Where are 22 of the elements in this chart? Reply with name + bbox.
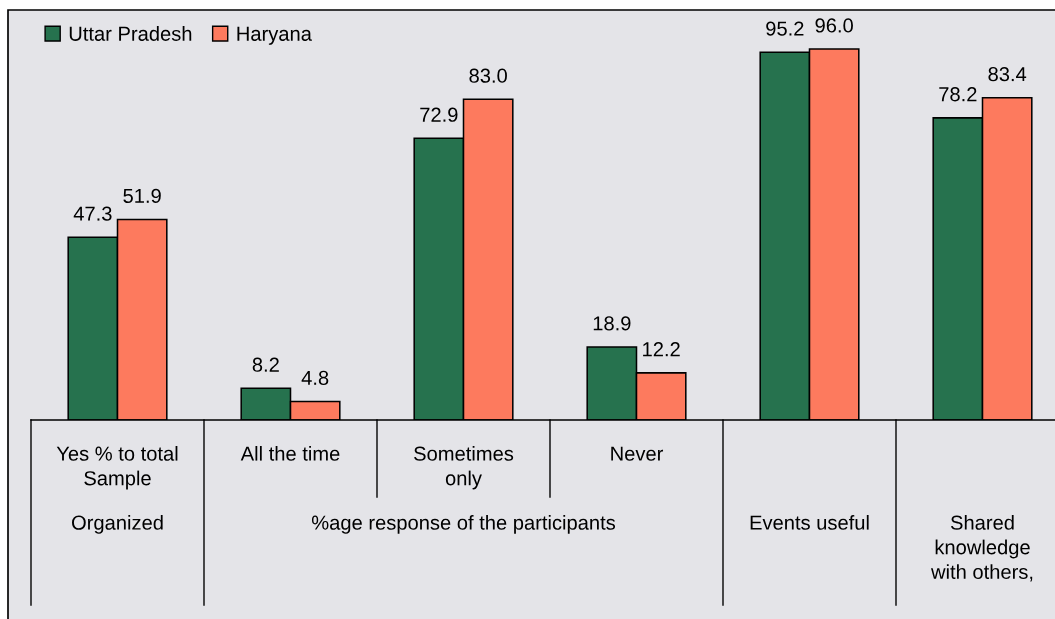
data-label: 47.3: [73, 206, 112, 221]
text: Shared knowledge with others,: [930, 515, 1033, 582]
data-label: 4.8: [301, 370, 329, 385]
text: Events useful: [750, 515, 869, 530]
data-label: 72.9: [420, 107, 458, 122]
data-label: 96.0: [815, 18, 853, 33]
data-label: 51.9: [123, 188, 161, 203]
data-label: 83.0: [469, 68, 507, 83]
x-tick-label: Sometimes only: [414, 446, 514, 490]
data-label: 95.2: [766, 21, 804, 36]
text: Organized: [72, 515, 163, 534]
x-tick-label: All the time: [240, 446, 340, 461]
data-label: 78.2: [939, 87, 977, 102]
data-label: 18.9: [593, 316, 631, 331]
text: %age response of the participants: [311, 515, 616, 534]
x-tick-label: Yes % to total Sample: [56, 446, 178, 490]
legend-label: Haryana: [237, 26, 312, 45]
data-label: 8.2: [252, 357, 279, 372]
legend-label: Uttar Pradesh: [69, 26, 192, 41]
data-label: 12.2: [643, 342, 680, 357]
x-tick-label: Never: [611, 446, 664, 461]
data-label: 83.4: [988, 67, 1027, 82]
